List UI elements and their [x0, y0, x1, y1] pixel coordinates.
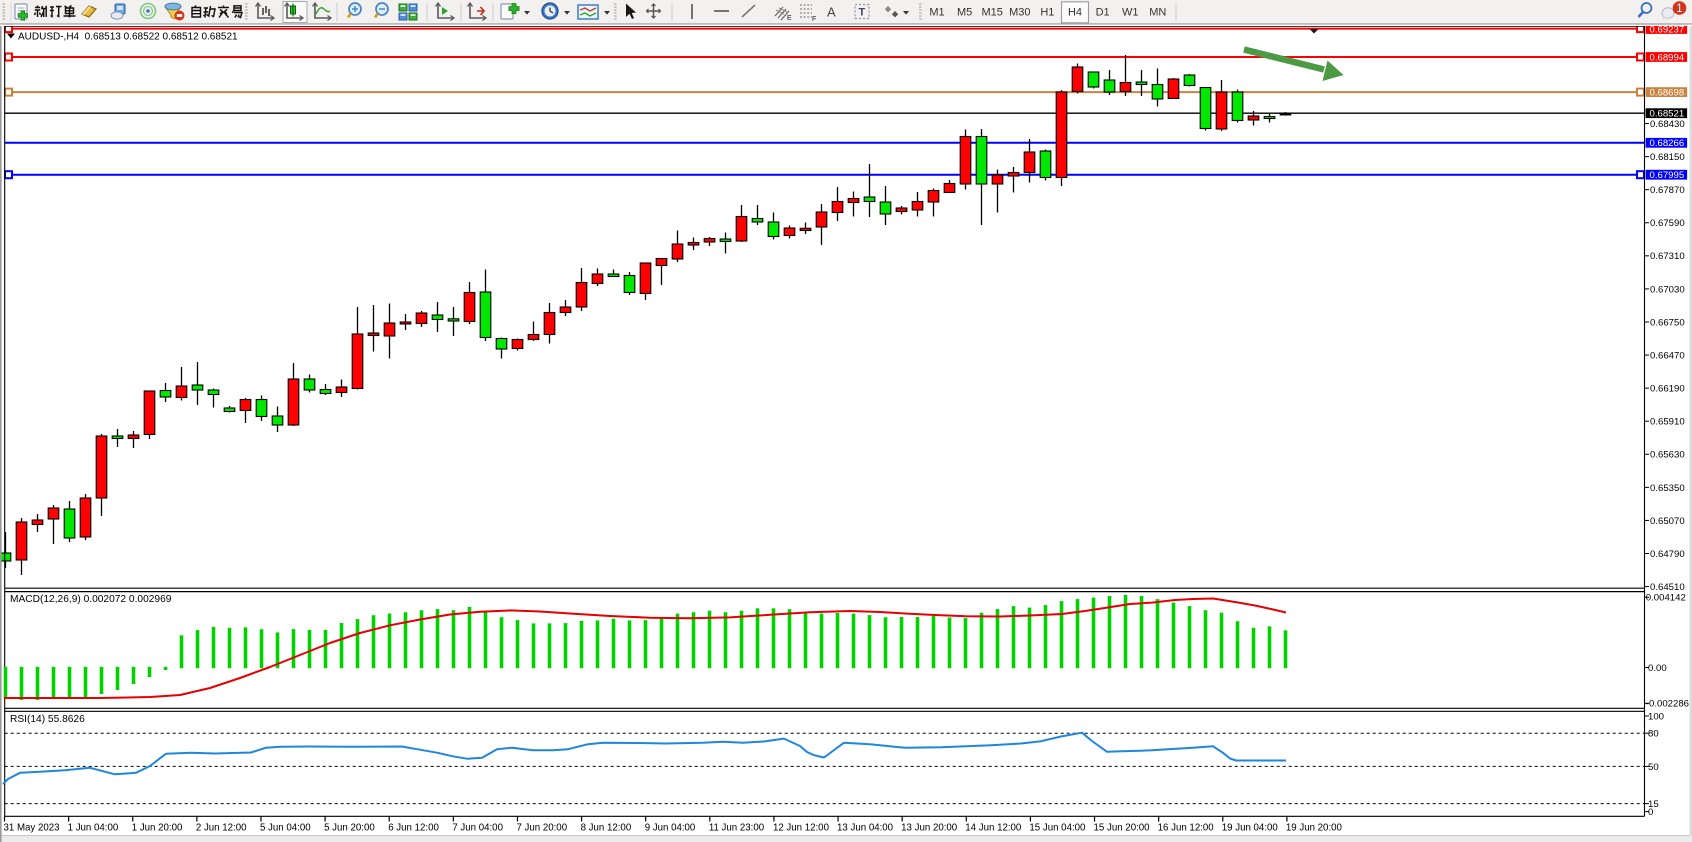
svg-text:0.68150: 0.68150 — [1650, 152, 1685, 163]
svg-text:12 Jun 12:00: 12 Jun 12:00 — [773, 823, 830, 834]
svg-text:19 Jun 20:00: 19 Jun 20:00 — [1286, 823, 1343, 834]
svg-text:16 Jun 12:00: 16 Jun 12:00 — [1158, 823, 1215, 834]
svg-text:H1: H1 — [1040, 7, 1054, 19]
svg-text:7 Jun 20:00: 7 Jun 20:00 — [516, 823, 567, 834]
svg-text:1 Jun 04:00: 1 Jun 04:00 — [68, 823, 119, 834]
svg-text:80: 80 — [1648, 729, 1659, 740]
svg-text:15: 15 — [1648, 799, 1659, 810]
svg-text:0: 0 — [1648, 807, 1653, 818]
svg-text:0.68430: 0.68430 — [1650, 119, 1685, 130]
svg-text:31 May 2023: 31 May 2023 — [4, 823, 60, 834]
svg-text:M1: M1 — [929, 7, 944, 19]
svg-text:MACD(12,26,9) 0.002072 0.00296: MACD(12,26,9) 0.002072 0.002969 — [10, 594, 172, 605]
svg-text:7 Jun 04:00: 7 Jun 04:00 — [452, 823, 503, 834]
svg-text:M15: M15 — [981, 7, 1002, 19]
svg-text:14 Jun 12:00: 14 Jun 12:00 — [965, 823, 1022, 834]
svg-text:M30: M30 — [1009, 7, 1030, 19]
svg-text:6 Jun 12:00: 6 Jun 12:00 — [388, 823, 439, 834]
svg-text:0.68994: 0.68994 — [1650, 52, 1685, 63]
svg-text:0.66470: 0.66470 — [1650, 350, 1685, 361]
svg-text:T: T — [859, 7, 866, 19]
svg-text:0.65070: 0.65070 — [1650, 516, 1685, 527]
svg-text:0.004142: 0.004142 — [1646, 593, 1686, 604]
svg-text:0.00: 0.00 — [1648, 663, 1667, 674]
svg-text:E: E — [787, 15, 792, 22]
svg-text:M5: M5 — [957, 7, 972, 19]
svg-text:5 Jun 04:00: 5 Jun 04:00 — [260, 823, 311, 834]
svg-text:0.68521: 0.68521 — [1650, 109, 1685, 120]
svg-text:0.65630: 0.65630 — [1650, 450, 1685, 461]
svg-text:A: A — [827, 5, 836, 20]
svg-text:W1: W1 — [1122, 7, 1139, 19]
svg-text:F: F — [812, 16, 816, 23]
svg-text:MN: MN — [1149, 7, 1166, 19]
svg-text:15 Jun 04:00: 15 Jun 04:00 — [1029, 823, 1086, 834]
svg-text:H4: H4 — [1068, 7, 1082, 19]
svg-text:0.64510: 0.64510 — [1650, 582, 1685, 593]
svg-text:0.68266: 0.68266 — [1650, 138, 1685, 149]
svg-text:8 Jun 12:00: 8 Jun 12:00 — [581, 823, 632, 834]
svg-text:1 Jun 20:00: 1 Jun 20:00 — [132, 823, 183, 834]
svg-text:-0.002286: -0.002286 — [1646, 699, 1689, 710]
svg-text:2 Jun 12:00: 2 Jun 12:00 — [196, 823, 247, 834]
svg-text:0.68698: 0.68698 — [1650, 88, 1685, 99]
svg-text:13 Jun 20:00: 13 Jun 20:00 — [901, 823, 958, 834]
svg-text:0.65910: 0.65910 — [1650, 417, 1685, 428]
svg-text:0.64790: 0.64790 — [1650, 549, 1685, 560]
svg-text:15 Jun 20:00: 15 Jun 20:00 — [1094, 823, 1151, 834]
svg-text:D1: D1 — [1096, 7, 1110, 19]
svg-text:11 Jun 23:00: 11 Jun 23:00 — [709, 823, 765, 834]
svg-text:5 Jun 20:00: 5 Jun 20:00 — [324, 823, 375, 834]
svg-text:0.67030: 0.67030 — [1650, 284, 1685, 295]
svg-text:0.66190: 0.66190 — [1650, 384, 1685, 395]
svg-text:0.67310: 0.67310 — [1650, 251, 1685, 262]
svg-text:50: 50 — [1648, 762, 1659, 773]
svg-text:0.67870: 0.67870 — [1650, 185, 1685, 196]
svg-text:RSI(14) 55.8626: RSI(14) 55.8626 — [10, 714, 85, 725]
svg-text:0.67995: 0.67995 — [1650, 170, 1685, 181]
svg-text:AUDUSD-,H4 0.68513 0.68522 0.: AUDUSD-,H4 0.68513 0.68522 0.68512 0.685… — [18, 32, 238, 43]
svg-text:100: 100 — [1648, 711, 1664, 722]
svg-text:0.67590: 0.67590 — [1650, 218, 1685, 229]
svg-text:1: 1 — [1676, 3, 1682, 15]
svg-text:9 Jun 04:00: 9 Jun 04:00 — [645, 823, 696, 834]
svg-text:0.65350: 0.65350 — [1650, 483, 1685, 494]
svg-text:0.66750: 0.66750 — [1650, 317, 1685, 328]
svg-text:0.69237: 0.69237 — [1650, 24, 1685, 35]
svg-text:13 Jun 04:00: 13 Jun 04:00 — [837, 823, 894, 834]
svg-text:19 Jun 04:00: 19 Jun 04:00 — [1222, 823, 1279, 834]
